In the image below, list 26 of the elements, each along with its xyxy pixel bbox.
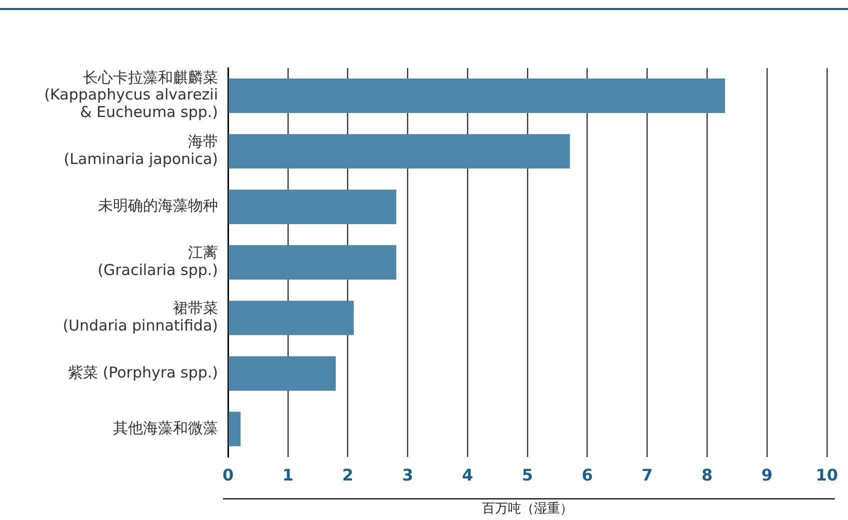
y-tick-label: 海带 (Laminaria japonica) [64, 132, 218, 168]
x-tick-label: 1 [282, 466, 294, 485]
y-tick-label: 长心卡拉藻和麒麟菜 (Kappaphycus alvarezii & Eucheuma spp.) [44, 68, 218, 121]
y-tick-label: 其他海藻和微藻 [113, 418, 218, 437]
x-tick-label: 7 [642, 466, 653, 485]
x-tick-label: 10 [816, 466, 838, 485]
bar [228, 412, 241, 446]
bar [228, 245, 396, 280]
x-tick-label: 0 [222, 466, 234, 485]
y-tick-label: 未明确的海藻物种 [98, 196, 218, 215]
x-tick-label: 8 [702, 466, 713, 485]
x-tick-label: 6 [582, 466, 593, 485]
bar [228, 356, 336, 391]
x-tick-label: 4 [462, 466, 474, 485]
x-tick-label: 5 [522, 466, 534, 485]
x-axis-title: 百万吨（湿重） [482, 500, 573, 516]
bar [228, 300, 354, 336]
bar [228, 190, 396, 224]
x-tick-label: 2 [342, 466, 354, 485]
x-tick-label: 9 [761, 466, 773, 485]
y-tick-label: 裙带菜 (Undaria pinnatifida) [62, 299, 218, 334]
bar [228, 134, 570, 169]
y-tick-label: 江蓠 (Gracilaria spp.) [98, 244, 218, 279]
y-tick-label: 紫菜 (Porphyra spp.) [68, 363, 218, 382]
x-tick-label: 3 [402, 466, 414, 485]
bar [228, 78, 726, 113]
